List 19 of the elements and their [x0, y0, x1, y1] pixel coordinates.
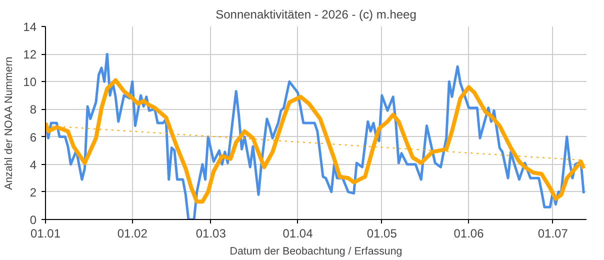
- x-tick-label: 01.06: [454, 226, 484, 240]
- x-axis-title: Datum der Beobachtung / Erfassung: [230, 246, 402, 258]
- y-tick-label: 10: [23, 75, 37, 90]
- y-tick-label: 6: [30, 130, 37, 144]
- y-tick-label: 14: [23, 20, 37, 34]
- x-tick-label: 01.05: [366, 226, 398, 240]
- y-tick-label: 12: [23, 48, 37, 62]
- x-tick-label: 01.02: [117, 226, 148, 240]
- chart-title: Sonnenaktivitäten - 2026 - (c) m.heeg: [216, 8, 416, 22]
- x-tick-label: 01.03: [196, 226, 226, 240]
- x-tick-label: 01.07: [538, 226, 568, 240]
- y-tick-label: 4: [30, 158, 37, 172]
- y-tick-label: 8: [30, 102, 37, 117]
- line-series: [46, 78, 586, 204]
- y-tick-label: 0: [30, 213, 37, 227]
- x-tick-label: 01.01: [30, 226, 61, 240]
- y-tick-label: 2: [30, 185, 37, 200]
- x-tick-label: 01.04: [282, 226, 314, 240]
- y-axis-title: Anzahl der NOAA Nummern: [3, 56, 16, 190]
